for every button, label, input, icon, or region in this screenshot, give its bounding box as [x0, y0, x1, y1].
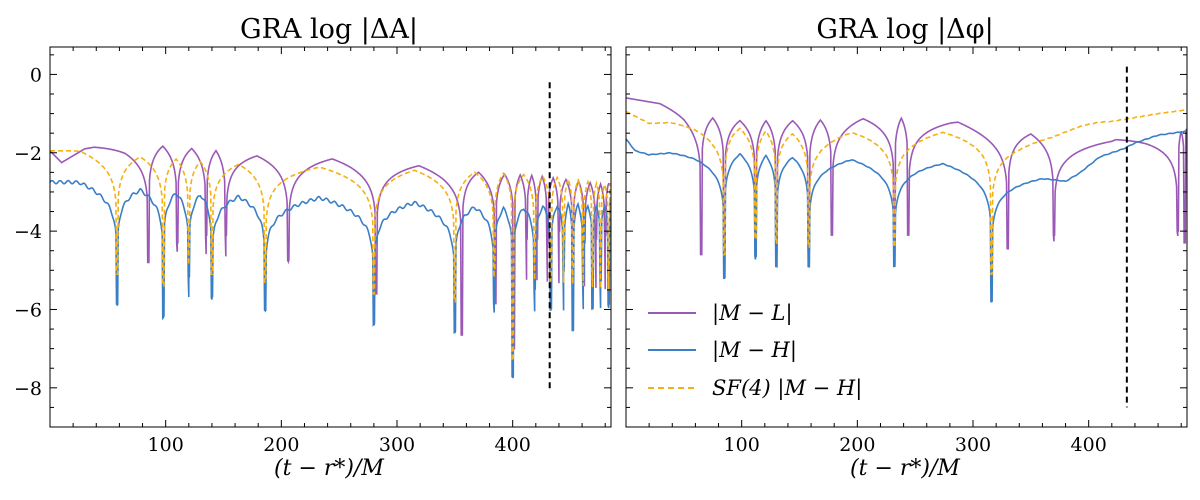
series-line-3-1	[626, 130, 1187, 303]
amplitude-ytick-label: −8	[14, 378, 42, 400]
series-line-3-2	[50, 150, 611, 362]
series-line-3-0	[50, 145, 611, 350]
amplitude-ytick-label: −4	[14, 221, 42, 243]
legend-label-m-l: |M − L|	[712, 301, 793, 326]
phase-xtick-label: 200	[839, 434, 875, 456]
series-line-3-1	[50, 179, 611, 379]
panel-amplitude-xlabel: (t − r*)/M	[274, 456, 384, 481]
phase-xtick-label: 400	[1071, 434, 1107, 456]
amplitude-xtick-label: 400	[495, 434, 531, 456]
panel-phase-plot-area	[626, 66, 1187, 408]
amplitude-ytick-label: −2	[14, 143, 42, 165]
panel-phase: GRA log |Δφ| 100 200 300 400 (t − r*)/M |M …	[625, 14, 1188, 481]
panel-amplitude-ticks: 100 200 300 400 0 −2 −4 −6 −8	[14, 47, 611, 456]
panel-phase-ticks: 100 200 300 400	[626, 47, 1187, 456]
panel-phase-title: GRA log |Δφ|	[816, 14, 993, 45]
phase-xtick-label: 100	[724, 434, 760, 456]
amplitude-ytick-label: −6	[14, 299, 42, 321]
phase-xtick-label: 300	[955, 434, 991, 456]
amplitude-xtick-label: 100	[148, 434, 184, 456]
panel-phase-xlabel: (t − r*)/M	[850, 456, 960, 481]
series-line-3-0	[626, 97, 1187, 256]
amplitude-xtick-label: 300	[379, 434, 415, 456]
series-line-3-2	[626, 108, 1187, 276]
legend-label-m-h: |M − H|	[712, 338, 797, 363]
legend: |M − L| |M − H| SF(4) |M − H|	[648, 301, 862, 401]
panel-amplitude-frame	[49, 46, 612, 428]
panel-amplitude: GRA log |ΔA| 100 200 300 400 0 −2 −4 −6 −8 (t − …	[14, 14, 612, 481]
panel-phase-frame	[625, 46, 1188, 428]
amplitude-xtick-label: 200	[263, 434, 299, 456]
amplitude-ytick-label: 0	[30, 64, 42, 86]
panel-amplitude-title: GRA log |ΔA|	[240, 14, 418, 45]
legend-label-sf4-m-h: SF(4) |M − H|	[712, 376, 862, 401]
panel-amplitude-plot-area	[50, 82, 611, 392]
